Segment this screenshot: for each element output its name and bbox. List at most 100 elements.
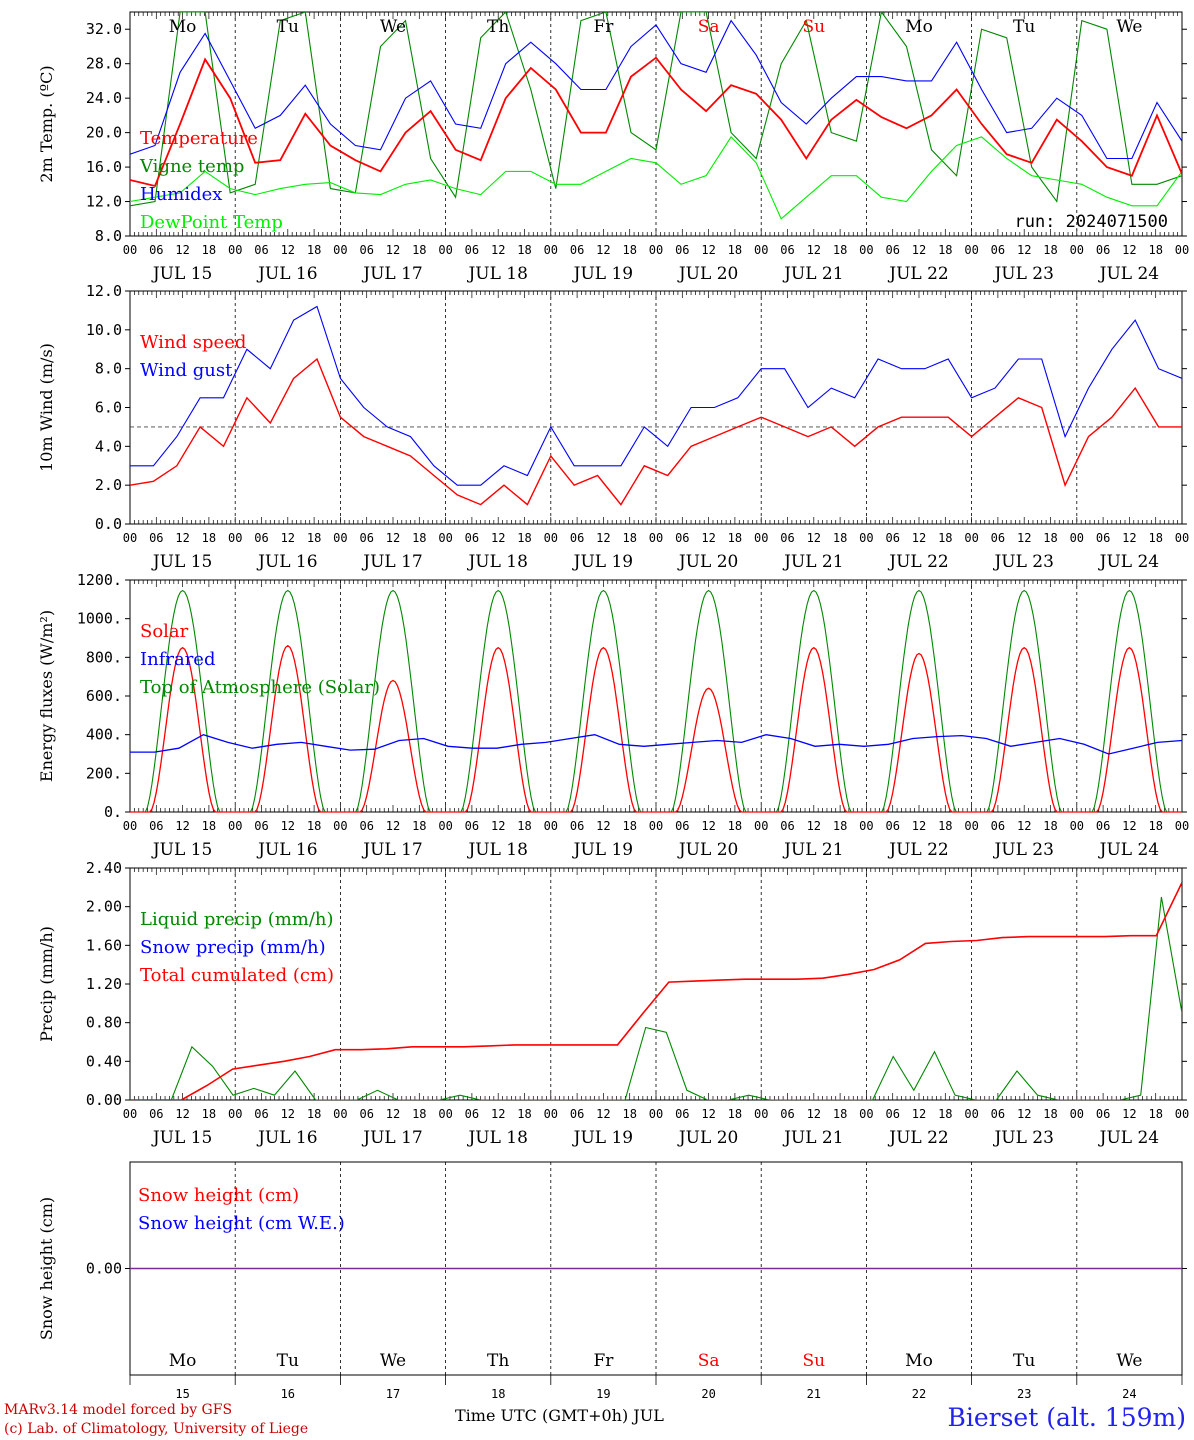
y-tick-label: 24.0	[86, 89, 122, 107]
hour-tick-label: 06	[254, 243, 268, 257]
hour-tick-label: 00	[228, 1107, 242, 1121]
hour-tick-label: 18	[1148, 243, 1162, 257]
hour-tick-label: 00	[1175, 1107, 1189, 1121]
y-tick-label: 28.0	[86, 55, 122, 73]
series-dewpoint-group	[130, 136, 1182, 220]
hour-tick-label: 06	[675, 1107, 689, 1121]
date-label: JUL 24	[1098, 1128, 1159, 1148]
hour-tick-label: 00	[964, 531, 978, 545]
hour-tick-label: 12	[281, 1107, 295, 1121]
y-tick-label: 1.20	[86, 975, 122, 993]
hour-tick-label: 00	[649, 1107, 663, 1121]
hour-tick-label: 18	[202, 1107, 216, 1121]
date-label: JUL 17	[361, 1128, 422, 1148]
hour-tick-label: 12	[386, 243, 400, 257]
y-tick-label: 0.00	[86, 1260, 122, 1278]
weekday-label: Mo	[169, 17, 197, 37]
series-total-cumulated-group	[130, 882, 1182, 1100]
hour-tick-label: 18	[833, 531, 847, 545]
hour-tick-label: 00	[964, 1107, 978, 1121]
date-label: JUL 15	[151, 264, 212, 284]
hour-tick-label: 12	[701, 1107, 715, 1121]
hour-tick-label: 00	[333, 243, 347, 257]
hour-tick-label: 12	[1017, 1107, 1031, 1121]
date-label: JUL 18	[466, 1128, 527, 1148]
hour-tick-label: 12	[912, 243, 926, 257]
hour-tick-label: 18	[938, 243, 952, 257]
hour-tick-label: 18	[412, 243, 426, 257]
date-label: JUL 15	[151, 552, 212, 572]
legend-dewpoint-temp: DewPoint Temp	[140, 212, 283, 233]
weekday-label: Fr	[593, 17, 614, 37]
y-tick-label: 8.0	[95, 227, 122, 245]
hour-tick-label: 12	[175, 819, 189, 833]
hour-tick-label: 18	[938, 819, 952, 833]
weekday-label-bottom: Th	[487, 1351, 509, 1371]
hour-tick-label: 00	[228, 243, 242, 257]
y-axis-title: 10m Wind (m/s)	[37, 343, 56, 472]
date-label: JUL 20	[677, 1128, 738, 1148]
weekday-label: Mo	[905, 17, 933, 37]
hour-tick-label: 12	[386, 1107, 400, 1121]
date-label: JUL 18	[466, 264, 527, 284]
y-axis-title: 2m Temp. (ºC)	[37, 65, 56, 182]
hour-tick-label: 06	[675, 531, 689, 545]
hour-tick-label: 06	[991, 1107, 1005, 1121]
hour-tick-label: 00	[228, 531, 242, 545]
hour-tick-label: 18	[728, 819, 742, 833]
hour-tick-label: 00	[438, 819, 452, 833]
hour-tick-label: 12	[386, 531, 400, 545]
hour-tick-label: 18	[833, 819, 847, 833]
date-label: JUL 23	[992, 264, 1053, 284]
hour-tick-label: 12	[491, 819, 505, 833]
model-credit: MARv3.14 model forced by GFS	[4, 1402, 233, 1418]
legend-top-of-atmosphere-solar-: Top of Atmosphere (Solar)	[140, 677, 380, 698]
day-number-label: 16	[281, 1387, 295, 1401]
y-tick-label: 600.	[86, 687, 122, 705]
hour-tick-label: 12	[281, 243, 295, 257]
hour-tick-label: 00	[1175, 531, 1189, 545]
hour-tick-label: 18	[1043, 1107, 1057, 1121]
day-number-label: 22	[912, 1387, 926, 1401]
hour-tick-label: 06	[991, 531, 1005, 545]
y-tick-label: 1200.	[77, 571, 122, 589]
y-axis-title: Precip (mm/h)	[37, 926, 56, 1042]
hour-tick-label: 12	[175, 531, 189, 545]
hour-tick-label: 12	[596, 1107, 610, 1121]
hour-tick-label: 12	[701, 819, 715, 833]
weekday-label: Su	[802, 17, 825, 37]
hour-tick-label: 18	[728, 1107, 742, 1121]
series-total-cumulated	[130, 882, 1182, 1100]
hour-tick-label: 12	[596, 819, 610, 833]
hour-tick-label: 06	[1096, 819, 1110, 833]
hour-tick-label: 12	[386, 819, 400, 833]
weekday-label: Tu	[277, 17, 299, 37]
date-label: JUL 24	[1098, 552, 1159, 572]
hour-tick-label: 12	[491, 531, 505, 545]
y-tick-label: 10.0	[86, 321, 122, 339]
date-label: JUL 22	[887, 1128, 948, 1148]
series-humidex-group	[130, 19, 1182, 160]
hour-tick-label: 18	[517, 531, 531, 545]
run-annotation: run: 2024071500	[1014, 212, 1168, 232]
hour-tick-label: 06	[254, 1107, 268, 1121]
date-label: JUL 15	[151, 840, 212, 860]
hour-tick-label: 06	[359, 243, 373, 257]
hour-tick-label: 06	[254, 531, 268, 545]
hour-tick-label: 12	[281, 819, 295, 833]
hour-tick-label: 06	[885, 819, 899, 833]
weekday-label: We	[380, 17, 406, 37]
y-tick-label: 800.	[86, 648, 122, 666]
legend-total-cumulated-cm-: Total cumulated (cm)	[140, 965, 334, 986]
hour-tick-label: 06	[885, 243, 899, 257]
date-label: JUL 16	[256, 840, 317, 860]
hour-tick-label: 12	[175, 243, 189, 257]
hour-tick-label: 12	[596, 531, 610, 545]
hour-tick-label: 12	[912, 819, 926, 833]
hour-tick-label: 00	[1175, 819, 1189, 833]
hour-tick-label: 00	[333, 819, 347, 833]
hour-tick-label: 12	[701, 243, 715, 257]
date-label: JUL 21	[782, 1128, 843, 1148]
hour-tick-label: 12	[807, 1107, 821, 1121]
y-tick-label: 8.0	[95, 360, 122, 378]
